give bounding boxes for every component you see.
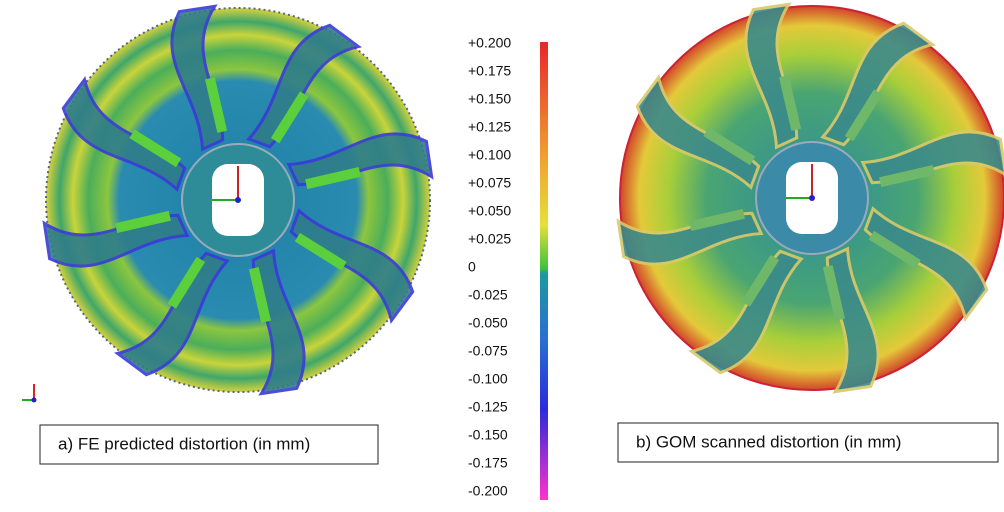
scale-label: -0.200	[468, 483, 508, 499]
hub-origin	[235, 197, 241, 203]
caption: b) GOM scanned distortion (in mm)	[636, 432, 901, 451]
scale-label: -0.025	[468, 287, 508, 303]
scale-label: +0.025	[468, 231, 511, 247]
scale-label: -0.075	[468, 343, 508, 359]
triad-origin	[32, 398, 37, 403]
figure-canvas: a) FE predicted distortion (in mm) b) GO…	[0, 0, 1004, 512]
scale-label: -0.100	[468, 371, 508, 387]
axis-triad	[22, 384, 37, 403]
scale-label: -0.050	[468, 315, 508, 331]
gom-disc	[605, 0, 1004, 405]
figure: a) FE predicted distortion (in mm) b) GO…	[0, 0, 1004, 512]
scale-label: +0.175	[468, 63, 511, 79]
scale-label: -0.150	[468, 427, 508, 443]
scale-label: +0.125	[468, 119, 511, 135]
scale-label: +0.200	[468, 35, 511, 51]
scale-label: 0	[468, 259, 476, 275]
scale-label: +0.075	[468, 175, 511, 191]
scale-label: +0.150	[468, 91, 511, 107]
color-scale	[540, 42, 548, 500]
scale-label: -0.125	[468, 399, 508, 415]
scale-label: +0.100	[468, 147, 511, 163]
scale-label: +0.050	[468, 203, 511, 219]
scale-label: -0.175	[468, 455, 508, 471]
caption: a) FE predicted distortion (in mm)	[58, 434, 310, 453]
fe-disc	[31, 0, 445, 407]
hub-origin	[809, 195, 815, 201]
